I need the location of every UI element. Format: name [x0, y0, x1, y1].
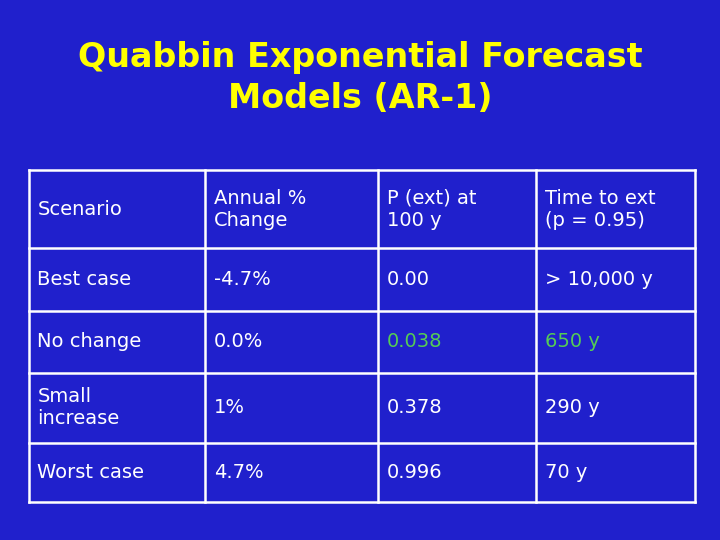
Text: Small
increase: Small increase [37, 387, 120, 428]
Text: No change: No change [37, 332, 142, 351]
Text: 0.378: 0.378 [387, 398, 442, 417]
Bar [29, 373, 695, 443]
Text: 0.996: 0.996 [387, 463, 442, 482]
Text: Worst case: Worst case [37, 463, 145, 482]
Text: 290 y: 290 y [545, 398, 600, 417]
Bar [29, 443, 695, 502]
Text: Time to ext
(p = 0.95): Time to ext (p = 0.95) [545, 189, 656, 230]
Bar [29, 248, 695, 310]
Text: Best case: Best case [37, 270, 132, 289]
Text: 70 y: 70 y [545, 463, 588, 482]
Bar [29, 310, 695, 373]
Text: 1%: 1% [214, 398, 245, 417]
Text: Scenario: Scenario [37, 200, 122, 219]
Text: -4.7%: -4.7% [214, 270, 271, 289]
Text: > 10,000 y: > 10,000 y [545, 270, 653, 289]
Text: 650 y: 650 y [545, 332, 600, 351]
Text: 0.00: 0.00 [387, 270, 430, 289]
Text: P (ext) at
100 y: P (ext) at 100 y [387, 189, 476, 230]
Text: 0.038: 0.038 [387, 332, 442, 351]
Bar [29, 170, 695, 248]
Text: 4.7%: 4.7% [214, 463, 264, 482]
Text: Quabbin Exponential Forecast
Models (AR-1): Quabbin Exponential Forecast Models (AR-… [78, 42, 642, 115]
Text: Annual %
Change: Annual % Change [214, 189, 306, 230]
Text: 0.0%: 0.0% [214, 332, 264, 351]
